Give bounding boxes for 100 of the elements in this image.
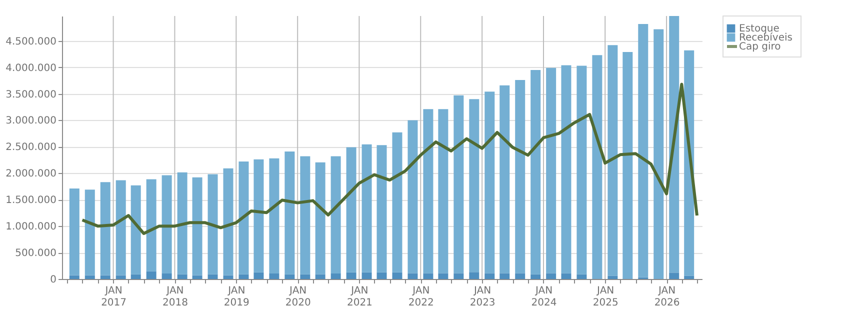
bar: [284, 151, 295, 274]
y-tick-label: 1.000.000: [6, 222, 56, 233]
x-tick-label: JAN 2020: [285, 286, 311, 308]
y-tick-label: 0: [50, 274, 56, 286]
bar: [500, 273, 510, 279]
x-tick-label: JAN 2021: [346, 286, 372, 308]
bar: [346, 147, 356, 272]
bar: [130, 274, 141, 279]
bar: [346, 272, 356, 279]
x-tick-label: JAN 2017: [101, 286, 127, 308]
bar: [376, 145, 387, 272]
bar: [561, 65, 572, 274]
bar: [438, 273, 448, 279]
bar: [500, 85, 510, 274]
x-tick-label: JAN 2022: [408, 286, 434, 308]
y-tick-label: 3.500.000: [6, 89, 56, 100]
x-tick-label: JAN 2019: [224, 286, 250, 308]
bar: [469, 272, 480, 279]
bar: [269, 158, 280, 274]
bar: [162, 273, 172, 279]
bar: [576, 66, 587, 274]
bar: [484, 92, 495, 274]
bar: [177, 172, 188, 274]
bar: [69, 275, 80, 279]
bar: [300, 274, 310, 279]
bar: [592, 55, 602, 279]
bar: [515, 273, 526, 279]
x-tick-label: JAN 2025: [592, 286, 618, 308]
bar: [362, 144, 372, 272]
bar: [408, 120, 418, 274]
bar: [469, 99, 480, 272]
bar: [130, 185, 141, 274]
bar: [669, 16, 680, 273]
bar: [146, 271, 156, 279]
bar: [208, 174, 218, 274]
bar: [254, 272, 264, 279]
bar: [408, 273, 418, 279]
bar: [330, 156, 341, 274]
bar: [530, 70, 541, 274]
legend-label: Cap giro: [739, 42, 781, 52]
bar: [100, 275, 110, 279]
bar: [84, 275, 95, 279]
bar: [561, 273, 572, 279]
bar: [192, 177, 202, 276]
bar: [454, 273, 464, 279]
bar: [484, 273, 495, 279]
bar: [376, 272, 387, 279]
bar: [608, 276, 618, 279]
bar: [530, 274, 541, 279]
bar: [392, 132, 402, 272]
bar: [116, 180, 126, 276]
bar: [223, 168, 234, 276]
bar: [684, 276, 694, 279]
bar: [238, 274, 249, 279]
y-tick-label: 4.000.000: [6, 62, 56, 74]
bar: [192, 275, 202, 279]
bar: [269, 273, 280, 279]
bar: [330, 273, 341, 279]
x-tick-label: JAN 2024: [531, 286, 557, 308]
x-tick-label: JAN 2026: [654, 286, 680, 308]
bar: [69, 188, 80, 276]
x-tick-label: JAN 2018: [162, 286, 188, 308]
bar: [315, 162, 326, 274]
bar: [654, 29, 664, 279]
bar: [546, 68, 556, 274]
bar: [454, 95, 464, 274]
bar: [238, 162, 249, 274]
bar: [116, 275, 126, 279]
bar: [576, 274, 587, 279]
bar: [162, 175, 172, 274]
bar: [100, 182, 110, 276]
bar: [638, 24, 648, 278]
bar: [84, 190, 95, 276]
y-tick-label: 1.500.000: [6, 195, 56, 206]
bar: [546, 273, 556, 279]
bar: [392, 272, 402, 279]
y-tick-label: 2.500.000: [6, 142, 56, 154]
line-series: [80, 82, 698, 235]
legend-label: Recebíveis: [739, 32, 792, 44]
bar: [423, 273, 434, 279]
bar: [423, 109, 434, 274]
bar: [284, 274, 295, 279]
bar: [208, 274, 218, 279]
bar: [669, 272, 680, 279]
y-tick-label: 500.000: [15, 248, 56, 260]
bar: [223, 275, 234, 279]
bar: [608, 45, 618, 276]
bar: [146, 179, 156, 272]
bar: [300, 156, 310, 274]
bar: [362, 272, 372, 279]
y-tick-label: 3.000.000: [6, 116, 56, 127]
bar: [315, 274, 326, 279]
bar: [177, 274, 188, 279]
bar: [622, 52, 633, 279]
bar: [515, 80, 526, 274]
bar: [254, 159, 264, 272]
x-tick-label: JAN 2023: [470, 286, 496, 308]
legend-label: Estoque: [739, 24, 780, 34]
bar: [438, 109, 448, 274]
y-tick-label: 2.000.000: [6, 168, 56, 180]
